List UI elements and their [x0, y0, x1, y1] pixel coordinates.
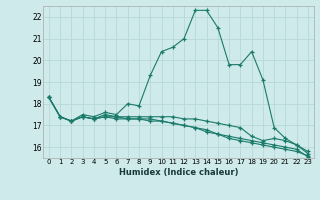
X-axis label: Humidex (Indice chaleur): Humidex (Indice chaleur) — [119, 168, 238, 177]
